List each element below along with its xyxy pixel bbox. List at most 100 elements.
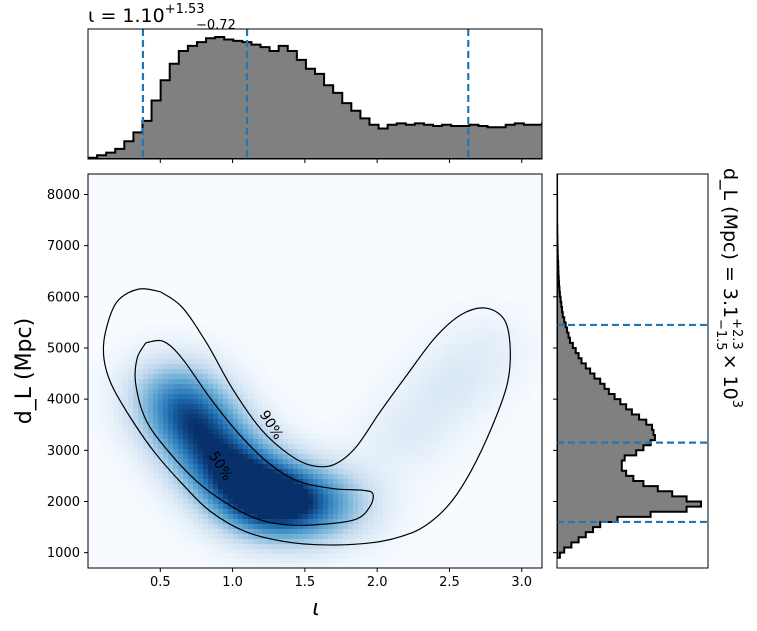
heatmap-cell	[128, 379, 134, 385]
heatmap-cell	[313, 459, 319, 465]
heatmap-cell	[138, 454, 144, 460]
heatmap-cell	[138, 489, 144, 495]
heatmap-cell	[98, 434, 104, 440]
heatmap-cell	[123, 464, 129, 470]
heatmap-cell	[383, 404, 389, 410]
heatmap-cell	[248, 439, 254, 445]
heatmap-cell	[178, 344, 184, 350]
heatmap-cell	[453, 374, 459, 380]
heatmap-cell	[258, 364, 264, 370]
heatmap-cell	[318, 499, 324, 505]
heatmap-cell	[308, 474, 314, 480]
heatmap-cell	[433, 449, 439, 455]
y-tick-label: 4000	[47, 393, 80, 408]
heatmap-cell	[293, 489, 299, 495]
heatmap-cell	[458, 444, 464, 450]
heatmap-cell	[338, 464, 344, 470]
heatmap-cell	[228, 414, 234, 420]
heatmap-cell	[148, 364, 154, 370]
heatmap-cell	[383, 464, 389, 470]
heatmap-cell	[243, 434, 249, 440]
heatmap-cell	[388, 519, 394, 525]
heatmap-cell	[283, 484, 289, 490]
heatmap-cell	[253, 419, 259, 425]
heatmap-cell	[343, 559, 349, 565]
heatmap-cell	[378, 479, 384, 485]
heatmap-cell	[253, 394, 259, 400]
heatmap-cell	[268, 444, 274, 450]
heatmap-cell	[348, 484, 354, 490]
heatmap-cell	[448, 314, 454, 320]
heatmap-cell	[363, 534, 369, 540]
heatmap-cell	[243, 489, 249, 495]
heatmap-cell	[258, 359, 264, 365]
heatmap-cell	[443, 404, 449, 410]
heatmap-cell	[243, 554, 249, 560]
heatmap-cell	[128, 439, 134, 445]
heatmap-cell	[453, 384, 459, 390]
heatmap-cell	[143, 429, 149, 435]
heatmap-cell	[388, 509, 394, 515]
heatmap-cell	[223, 449, 229, 455]
heatmap-cell	[133, 489, 139, 495]
heatmap-cell	[458, 424, 464, 430]
heatmap-cell	[238, 554, 244, 560]
x-tick-label: 1.0	[222, 575, 243, 590]
heatmap-cell	[528, 309, 534, 315]
heatmap-cell	[143, 354, 149, 360]
heatmap-cell	[483, 379, 489, 385]
heatmap-cell	[223, 509, 229, 515]
heatmap-cell	[148, 369, 154, 375]
heatmap-cell	[333, 524, 339, 530]
heatmap-cell	[288, 524, 294, 530]
heatmap-cell	[338, 559, 344, 565]
heatmap-cell	[523, 334, 529, 340]
heatmap-cell	[353, 414, 359, 420]
heatmap-cell	[208, 499, 214, 505]
heatmap-cell	[413, 384, 419, 390]
heatmap-cell	[373, 394, 379, 400]
heatmap-cell	[343, 444, 349, 450]
heatmap-cell	[108, 394, 114, 400]
heatmap-cell	[98, 419, 104, 425]
heatmap-cell	[503, 329, 509, 335]
heatmap-cell	[128, 374, 134, 380]
heatmap-cell	[268, 504, 274, 510]
heatmap-cell	[88, 409, 94, 415]
heatmap-cell	[133, 394, 139, 400]
heatmap-cell	[138, 459, 144, 465]
heatmap-cell	[403, 514, 409, 520]
heatmap-cell	[198, 519, 204, 525]
heatmap-cell	[198, 359, 204, 365]
heatmap-cell	[343, 514, 349, 520]
heatmap-cell	[253, 479, 259, 485]
heatmap-cell	[208, 394, 214, 400]
heatmap-cell	[253, 404, 259, 410]
heatmap-cell	[148, 514, 154, 520]
heatmap-cell	[113, 344, 119, 350]
heatmap-cell	[243, 429, 249, 435]
heatmap-cell	[93, 374, 99, 380]
heatmap-cell	[178, 529, 184, 535]
heatmap-cell	[443, 449, 449, 455]
heatmap-cell	[168, 384, 174, 390]
heatmap-cell	[243, 409, 249, 415]
heatmap-cell	[173, 524, 179, 530]
heatmap-cell	[228, 339, 234, 345]
heatmap-cell	[488, 309, 494, 315]
heatmap-cell	[93, 364, 99, 370]
heatmap-cell	[458, 354, 464, 360]
heatmap-cell	[268, 419, 274, 425]
heatmap-cell	[88, 414, 94, 420]
heatmap-cell	[358, 424, 364, 430]
heatmap-cell	[408, 529, 414, 535]
heatmap-cell	[348, 499, 354, 505]
heatmap-cell	[118, 364, 124, 370]
heatmap-cell	[263, 409, 269, 415]
heatmap-cell	[428, 334, 434, 340]
heatmap-cell	[373, 444, 379, 450]
heatmap-cell	[253, 459, 259, 465]
heatmap-cell	[153, 489, 159, 495]
heatmap-cell	[463, 334, 469, 340]
heatmap-cell	[303, 509, 309, 515]
